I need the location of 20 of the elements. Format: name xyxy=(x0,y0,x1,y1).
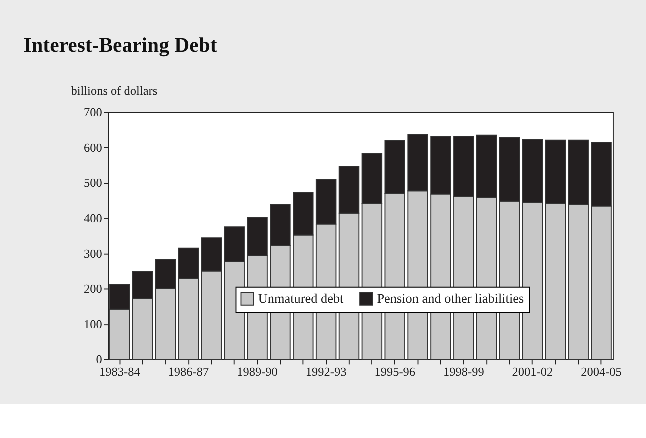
y-tick-label: 100 xyxy=(84,317,102,332)
y-tick-label: 500 xyxy=(84,176,102,190)
y-tick-label: 200 xyxy=(84,282,102,296)
y-tick-label: 400 xyxy=(84,212,102,226)
x-tick-label: 1998-99 xyxy=(444,364,484,379)
x-tick-label: 1983-84 xyxy=(100,364,140,379)
x-tick-label: 1995-96 xyxy=(374,364,416,379)
x-tick-label: 1989-90 xyxy=(237,364,278,379)
x-tick-label: 1986-87 xyxy=(168,364,210,379)
x-tick-label: 2001-02 xyxy=(512,364,554,379)
x-tick-label: 2004-05 xyxy=(581,364,622,379)
y-tick-label: 300 xyxy=(84,246,102,261)
y-tick-label: 0 xyxy=(96,352,102,367)
legend-label: Unmatured debt xyxy=(258,290,344,306)
chart-title: Interest-Bearing Debt xyxy=(24,35,218,58)
x-tick-label: 1992-93 xyxy=(306,364,347,379)
y-axis-title: billions of dollars xyxy=(71,84,158,98)
y-tick-label: 700 xyxy=(84,106,102,120)
y-tick-label: 600 xyxy=(84,140,102,155)
legend-label: Pension and other liabilities xyxy=(377,290,524,306)
